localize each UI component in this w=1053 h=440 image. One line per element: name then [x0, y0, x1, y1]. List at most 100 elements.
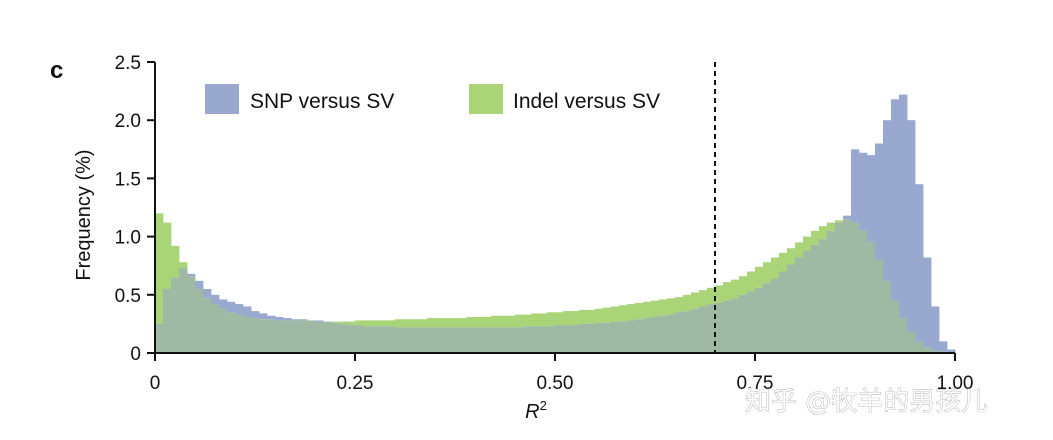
- indel-bar: [659, 299, 668, 316]
- snp-bar: [843, 215, 852, 220]
- y-tick-label: 1.5: [115, 169, 141, 190]
- overlap-bar: [171, 277, 180, 353]
- snp-bar: [947, 349, 956, 353]
- overlap-bar: [347, 325, 356, 353]
- overlap-bar: [923, 347, 932, 353]
- overlap-bar: [739, 294, 748, 353]
- overlap-bar: [619, 321, 628, 353]
- indel-bar: [427, 318, 436, 328]
- overlap-bar: [651, 316, 660, 353]
- overlap-bar: [691, 308, 700, 353]
- snp-bar: [259, 313, 268, 320]
- indel-bar: [611, 306, 620, 322]
- overlap-bar: [251, 318, 260, 353]
- overlap-bar: [643, 318, 652, 353]
- indel-bar: [571, 311, 580, 326]
- indel-bar: [387, 320, 396, 327]
- snp-bar: [299, 319, 308, 321]
- indel-bar: [779, 252, 788, 272]
- overlap-bar: [163, 288, 172, 353]
- overlap-bar: [675, 312, 684, 353]
- snp-bar: [883, 120, 892, 281]
- indel-bar: [763, 262, 772, 284]
- overlap-bar: [699, 306, 708, 353]
- indel-bar: [603, 307, 612, 323]
- snp-bar: [923, 257, 932, 348]
- snp-bar: [291, 319, 300, 321]
- indel-bar: [515, 314, 524, 328]
- indel-bar: [835, 220, 844, 223]
- indel-bar: [795, 242, 804, 258]
- x-tick-label: 0.50: [537, 373, 574, 394]
- y-tick-label: 1.0: [115, 228, 141, 249]
- snp-bar: [243, 306, 252, 317]
- x-axis-title: R2: [525, 398, 547, 423]
- overlap-bar: [595, 322, 604, 353]
- indel-bar: [435, 318, 444, 328]
- overlap-bar: [203, 298, 212, 353]
- indel-bar: [651, 300, 660, 317]
- legend-snp-label: SNP versus SV: [250, 90, 394, 113]
- indel-bar: [747, 271, 756, 292]
- overlap-bar: [467, 327, 476, 353]
- overlap-bar: [859, 230, 868, 353]
- indel-bar: [443, 318, 452, 328]
- snp-bar: [187, 273, 196, 277]
- indel-bar: [371, 320, 380, 327]
- overlap-bar: [795, 257, 804, 353]
- overlap-bar: [803, 250, 812, 353]
- indel-bar: [811, 230, 820, 245]
- legend-snp-swatch: [205, 84, 239, 114]
- watermark: 知乎 @牧羊的男孩儿: [745, 387, 987, 417]
- indel-bar: [707, 287, 716, 305]
- overlap-bar: [843, 219, 852, 353]
- y-tick-label: 2.5: [115, 53, 141, 74]
- indel-bar: [715, 285, 724, 303]
- y-tick-label: 0.5: [115, 286, 141, 307]
- snp-bar: [211, 294, 220, 305]
- overlap-bar: [539, 326, 548, 353]
- overlap-bar: [331, 322, 340, 353]
- legend-indel-label: Indel versus SV: [513, 90, 660, 113]
- indel-bar: [563, 311, 572, 326]
- overlap-bar: [835, 222, 844, 353]
- overlap-bar: [475, 327, 484, 353]
- overlap-bar: [299, 320, 308, 353]
- overlap-bar: [427, 327, 436, 353]
- overlap-bar: [371, 326, 380, 353]
- x-tick-label: 0: [150, 373, 161, 394]
- indel-bar: [475, 316, 484, 328]
- indel-bar: [379, 320, 388, 327]
- overlap-bar: [291, 320, 300, 353]
- overlap-bar: [603, 322, 612, 353]
- indel-bar: [523, 314, 532, 327]
- indel-bar: [675, 297, 684, 313]
- indel-bar: [579, 309, 588, 324]
- overlap-bar: [587, 323, 596, 353]
- indel-bar: [691, 292, 700, 309]
- overlap-bar: [707, 304, 716, 353]
- snp-bar: [267, 315, 276, 320]
- x-axis-title-superscript: 2: [540, 398, 547, 413]
- indel-bar: [451, 318, 460, 328]
- indel-bar: [643, 301, 652, 319]
- indel-bar: [395, 319, 404, 328]
- overlap-bar: [875, 259, 884, 353]
- indel-bar: [635, 302, 644, 320]
- snp-bar: [867, 155, 876, 243]
- overlap-bar: [219, 308, 228, 353]
- indel-bar: [179, 262, 188, 269]
- overlap-bar: [515, 327, 524, 353]
- overlap-bar: [155, 323, 164, 353]
- x-tick-label: 1.00: [937, 373, 974, 394]
- overlap-bar: [731, 298, 740, 353]
- indel-bar: [547, 312, 556, 327]
- overlap-bar: [259, 319, 268, 353]
- indel-bar: [731, 279, 740, 299]
- snp-bar: [219, 299, 228, 309]
- indel-bar: [819, 226, 828, 239]
- indel-bar: [331, 321, 340, 323]
- overlap-bar: [499, 327, 508, 353]
- overlap-bar: [195, 288, 204, 353]
